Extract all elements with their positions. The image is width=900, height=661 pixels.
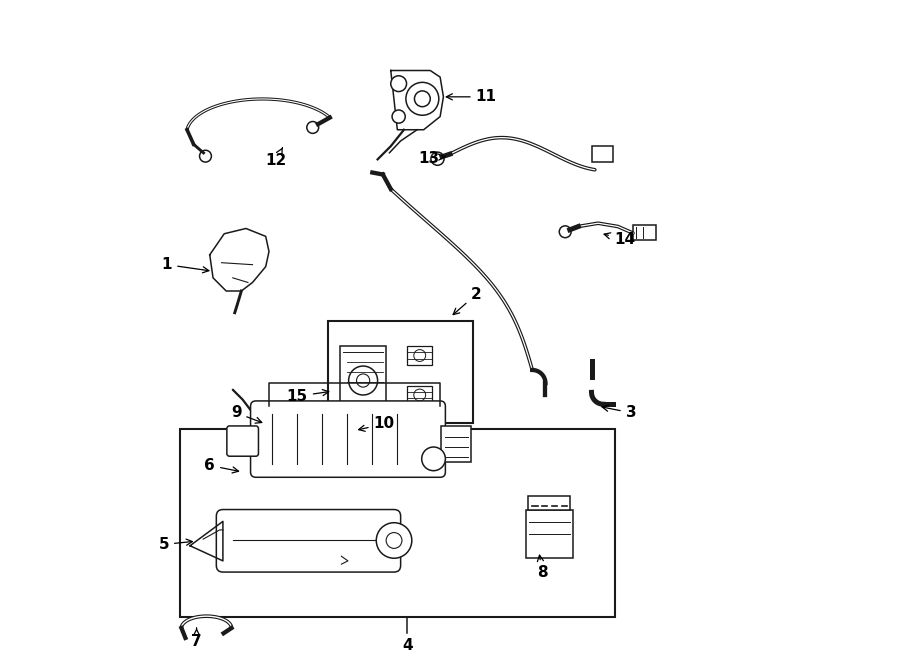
Text: 14: 14 bbox=[604, 232, 635, 247]
Circle shape bbox=[376, 523, 412, 559]
Polygon shape bbox=[190, 522, 223, 561]
Circle shape bbox=[422, 447, 446, 471]
Text: 4: 4 bbox=[402, 638, 412, 652]
Text: 10: 10 bbox=[358, 416, 395, 432]
Circle shape bbox=[559, 226, 572, 238]
Bar bbox=[591, 146, 613, 162]
FancyBboxPatch shape bbox=[250, 401, 446, 477]
Circle shape bbox=[348, 366, 378, 395]
Bar bbox=[340, 346, 386, 408]
Circle shape bbox=[200, 150, 212, 162]
Text: 5: 5 bbox=[158, 537, 193, 552]
Circle shape bbox=[356, 374, 370, 387]
Circle shape bbox=[263, 415, 274, 427]
Text: 8: 8 bbox=[536, 555, 547, 580]
Text: 3: 3 bbox=[602, 405, 636, 420]
Bar bbox=[269, 407, 323, 436]
Bar bbox=[528, 496, 571, 510]
Circle shape bbox=[391, 76, 407, 92]
FancyBboxPatch shape bbox=[227, 426, 258, 456]
Circle shape bbox=[307, 122, 319, 134]
Text: 2: 2 bbox=[453, 287, 482, 315]
Text: 7: 7 bbox=[192, 628, 202, 648]
Circle shape bbox=[333, 422, 350, 439]
Bar bbox=[633, 225, 656, 240]
Circle shape bbox=[392, 110, 405, 123]
Bar bbox=[180, 429, 615, 617]
Text: 12: 12 bbox=[265, 148, 286, 168]
Bar bbox=[328, 321, 473, 422]
Circle shape bbox=[406, 83, 439, 115]
Bar bbox=[526, 510, 573, 558]
Bar bbox=[407, 346, 432, 365]
Circle shape bbox=[415, 91, 430, 106]
Polygon shape bbox=[210, 229, 269, 291]
Text: 13: 13 bbox=[418, 151, 446, 165]
Text: 6: 6 bbox=[204, 458, 238, 473]
Circle shape bbox=[257, 409, 281, 433]
Polygon shape bbox=[391, 71, 444, 130]
Bar bbox=[407, 386, 432, 405]
Circle shape bbox=[338, 426, 346, 434]
Text: 9: 9 bbox=[230, 405, 262, 423]
Circle shape bbox=[431, 152, 444, 165]
Text: 15: 15 bbox=[287, 389, 328, 404]
FancyBboxPatch shape bbox=[216, 510, 400, 572]
Text: 1: 1 bbox=[162, 257, 209, 273]
Circle shape bbox=[386, 533, 402, 549]
Text: 11: 11 bbox=[446, 89, 497, 104]
Bar bbox=[441, 426, 471, 462]
